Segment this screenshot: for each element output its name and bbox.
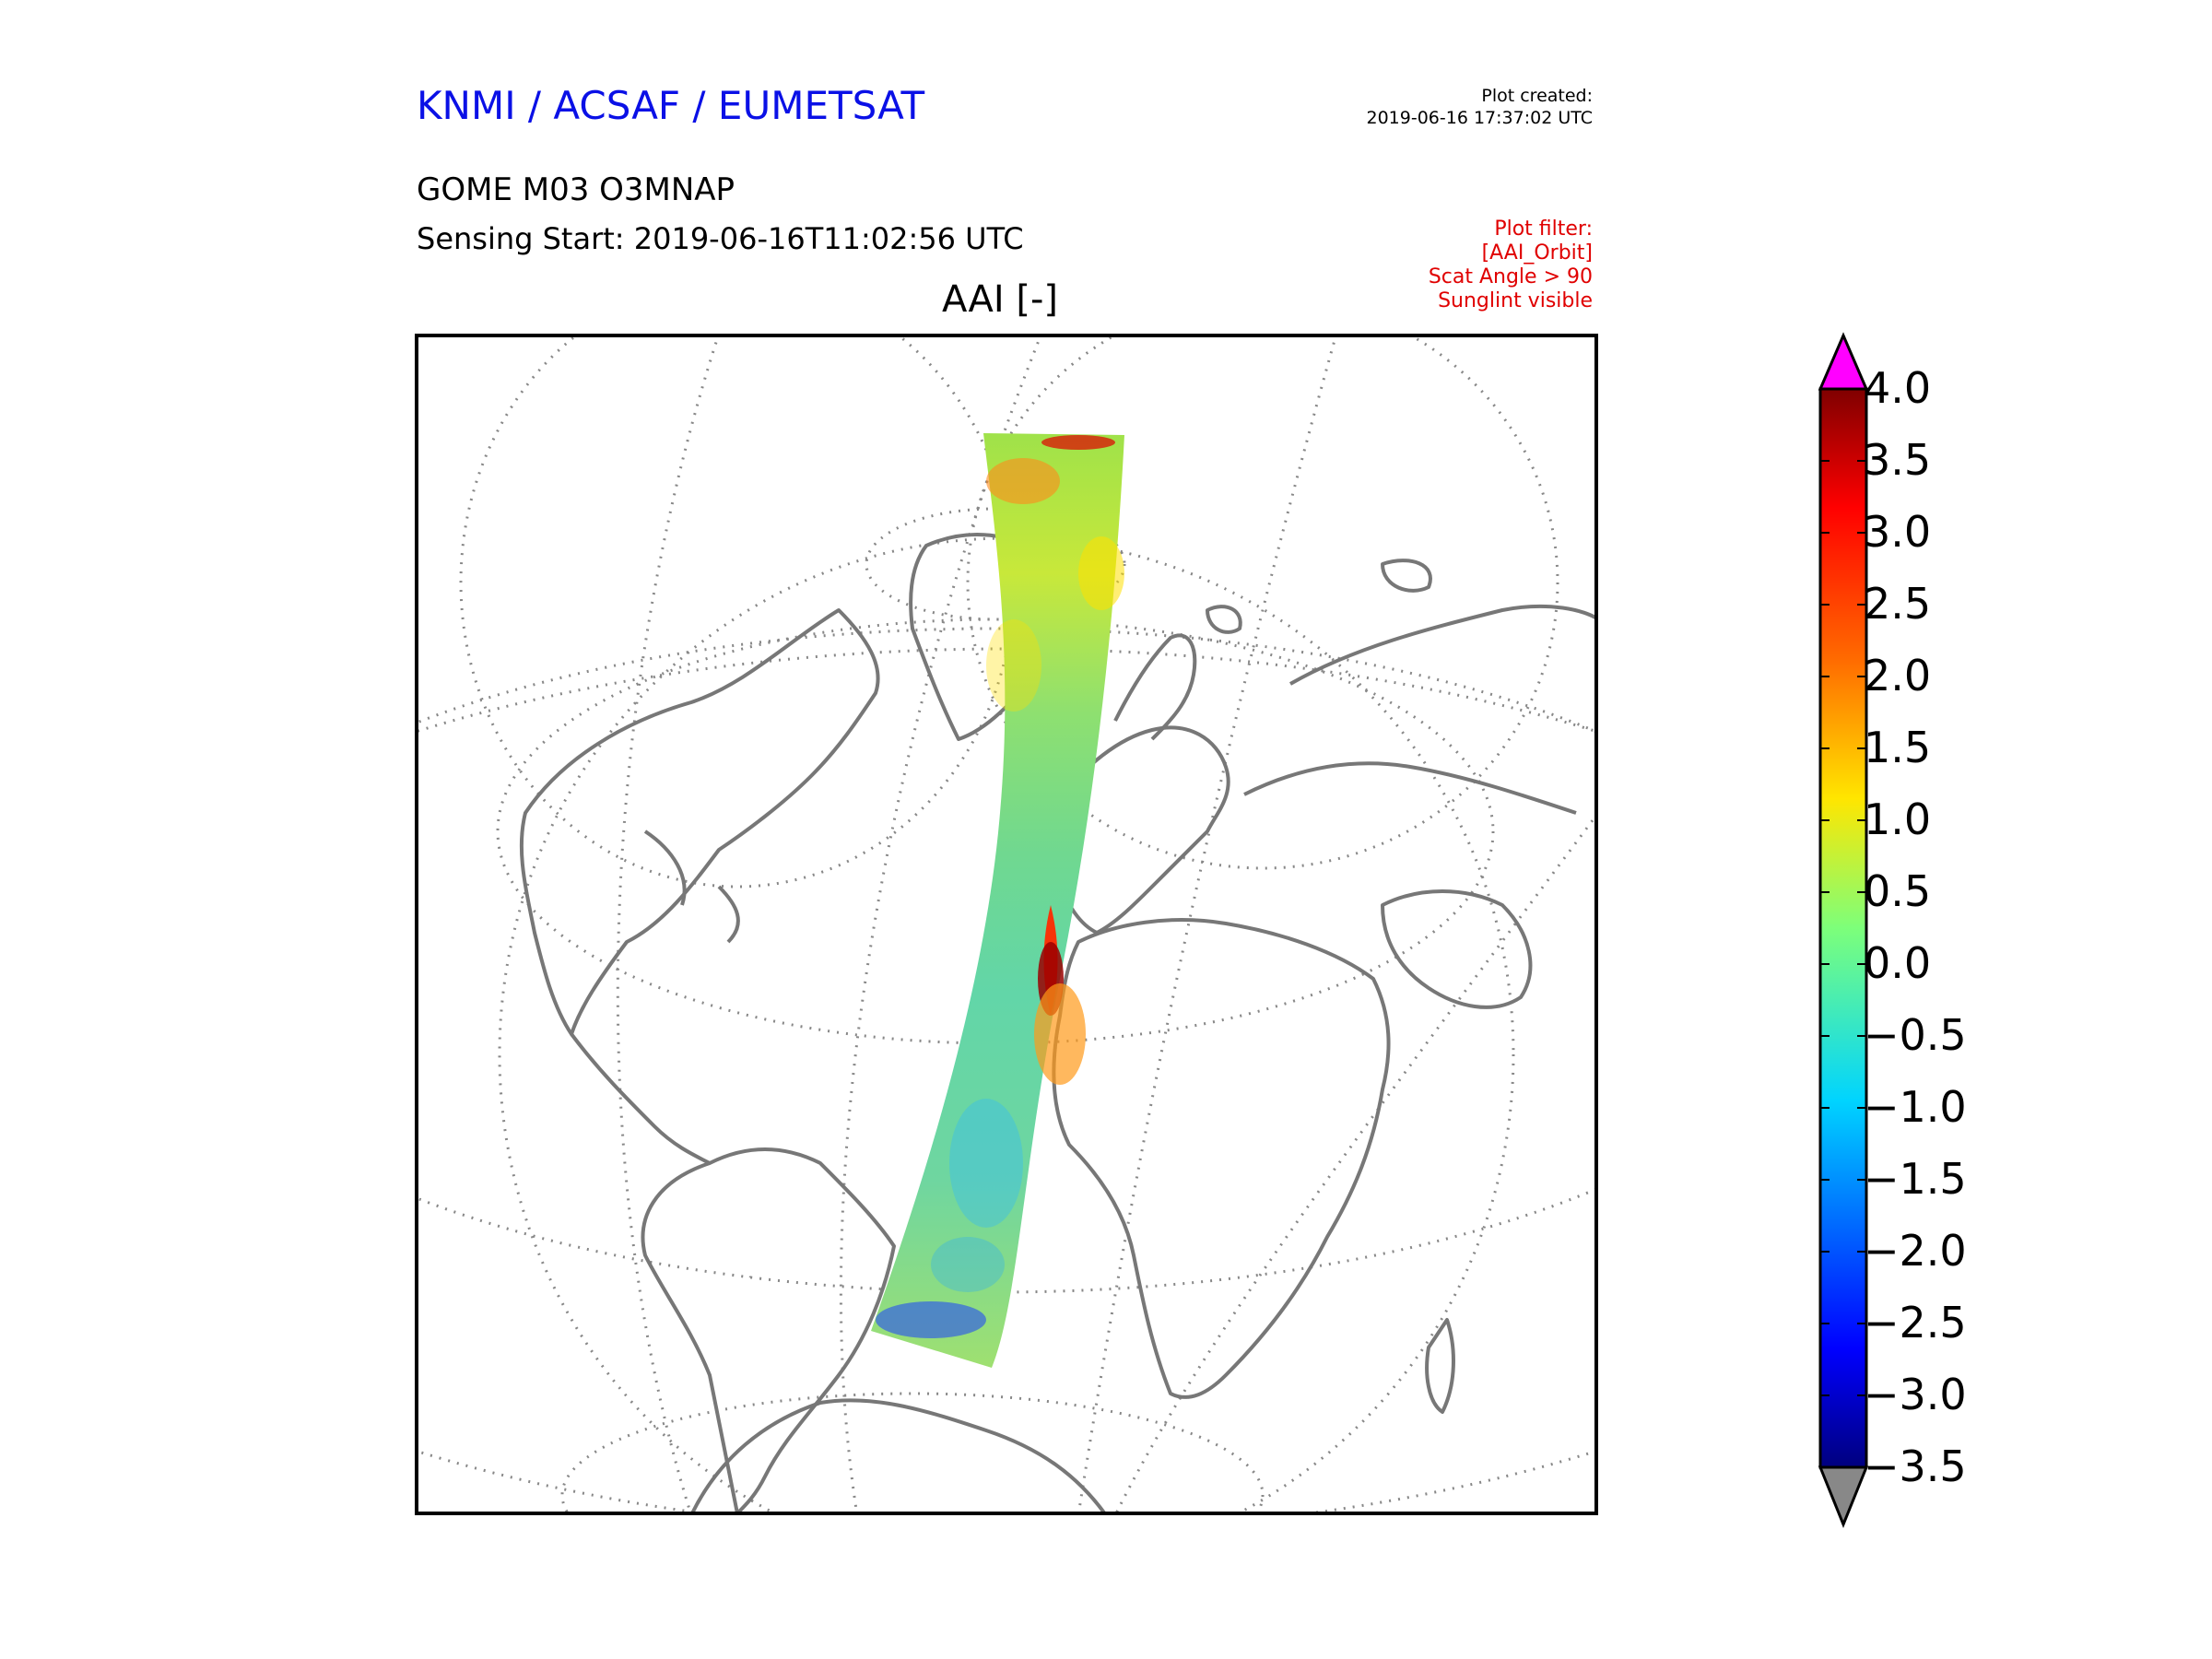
map-title: AAI [-]: [942, 278, 1058, 321]
colorbar-tick-label: 0.5: [1864, 866, 1932, 916]
colorbar-ticks: [1820, 388, 1866, 1468]
colorbar-tick-label: 2.5: [1864, 579, 1932, 629]
colorbar-tick-label: −1.5: [1864, 1154, 1967, 1204]
colorbar-tick-label: 1.5: [1864, 723, 1932, 772]
colorbar-tick-label: −3.5: [1864, 1441, 1967, 1491]
colorbar-tick-label: 3.5: [1864, 435, 1932, 485]
colorbar-tick-label: 3.0: [1864, 507, 1932, 557]
filter-line-2: [AAI_Orbit]: [1481, 241, 1593, 265]
filter-line-4: Sunglint visible: [1438, 289, 1593, 312]
plot-created-label: Plot created:: [1481, 86, 1593, 106]
filter-line-1: Plot filter:: [1494, 218, 1593, 241]
colorbar-tick-label: 4.0: [1864, 363, 1932, 413]
colorbar-tick-label: −1.0: [1864, 1082, 1967, 1132]
colorbar-tick-label: 0.0: [1864, 938, 1932, 988]
colorbar-under-extension: [1818, 1465, 1869, 1529]
map-panel: [415, 334, 1598, 1515]
colorbar: [1818, 332, 1869, 1529]
aai-orbit-swath: [871, 433, 1124, 1368]
colorbar-tick-label: −3.0: [1864, 1370, 1967, 1419]
organizations-title: KNMI / ACSAF / EUMETSAT: [417, 83, 925, 128]
colorbar-tick-label: −2.0: [1864, 1226, 1967, 1276]
colorbar-gradient: [1818, 387, 1868, 1469]
colorbar-tick-label: −0.5: [1864, 1010, 1967, 1060]
plot-created-info: Plot created: 2019-06-16 17:37:02 UTC: [1367, 85, 1594, 129]
coastlines: [519, 533, 1596, 1513]
filter-line-3: Scat Angle > 90: [1428, 265, 1593, 288]
colorbar-tick-label: 1.0: [1864, 794, 1932, 844]
sensing-start: Sensing Start: 2019-06-16T11:02:56 UTC: [417, 221, 1024, 256]
colorbar-over-extension: [1818, 332, 1869, 391]
colorbar-tick-label: −2.5: [1864, 1298, 1967, 1347]
product-name: GOME M03 O3MNAP: [417, 171, 735, 208]
plot-created-value: 2019-06-16 17:37:02 UTC: [1366, 108, 1594, 128]
colorbar-tick-label: 2.0: [1864, 651, 1932, 700]
map-frame: [415, 334, 1598, 1515]
plot-filter: Plot filter: [AAI_Orbit] Scat Angle > 90…: [1429, 218, 1593, 313]
